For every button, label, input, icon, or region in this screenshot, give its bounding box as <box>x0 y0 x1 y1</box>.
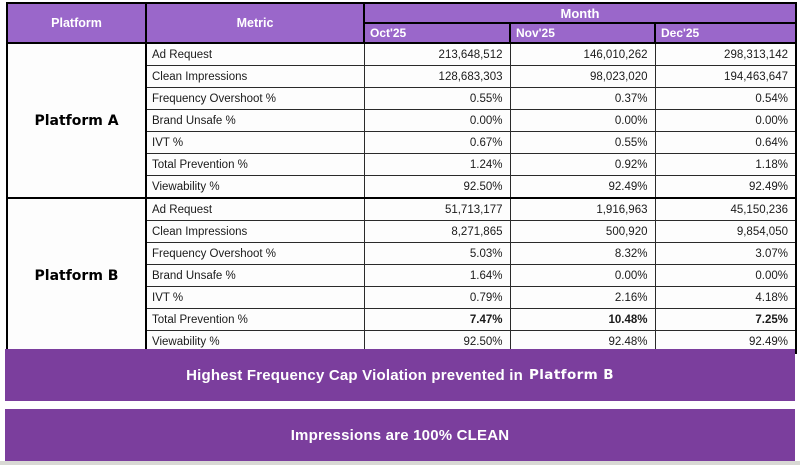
value-cell: 0.79% <box>363 286 511 309</box>
metric-cell: Viewability % <box>145 175 365 199</box>
value-cell: 45,150,236 <box>654 197 797 221</box>
value-cell: 1.18% <box>654 153 797 176</box>
value-cell: 0.55% <box>363 87 511 110</box>
value-cell: 146,010,262 <box>509 42 656 66</box>
value-cell: 500,920 <box>509 220 656 243</box>
value-cell: 2.16% <box>509 286 656 309</box>
value-cell: 1.64% <box>363 264 511 287</box>
value-cell: 0.67% <box>363 131 511 154</box>
table-row: Clean Impressions 8,271,865 500,920 9,85… <box>7 220 797 243</box>
metric-cell: Ad Request <box>145 42 365 66</box>
value-cell: 4.18% <box>654 286 797 309</box>
platform-b-label: Platform B <box>6 197 147 354</box>
metric-cell: Frequency Overshoot % <box>145 87 365 110</box>
value-cell: 92.50% <box>363 330 511 354</box>
value-cell: 9,854,050 <box>654 220 797 243</box>
header-row-months: Oct'25 Nov'25 Dec'25 <box>7 22 797 44</box>
value-cell: 0.64% <box>654 131 797 154</box>
table-row: Brand Unsafe % 1.64% 0.00% 0.00% <box>7 264 797 287</box>
metric-cell: Frequency Overshoot % <box>145 242 365 265</box>
table-row: Frequency Overshoot % 5.03% 8.32% 3.07% <box>7 242 797 265</box>
header-row-month-group: Platform Metric Month <box>6 2 797 44</box>
metric-cell: Brand Unsafe % <box>145 109 365 132</box>
month-group-header: Month <box>363 2 797 24</box>
table-row: IVT % 0.79% 2.16% 4.18% <box>7 286 797 309</box>
value-cell: 1.24% <box>363 153 511 176</box>
table-row: Viewability % 92.50% 92.48% 92.49% <box>7 330 797 354</box>
metric-cell: Clean Impressions <box>145 65 365 88</box>
metric-cell: Total Prevention % <box>145 308 365 331</box>
table-row: Total Prevention % 7.47% 10.48% 7.25% <box>7 308 797 331</box>
table-row: Platform B Ad Request 51,713,177 1,916,9… <box>6 197 797 354</box>
value-cell: 92.50% <box>363 175 511 199</box>
value-cell: 128,683,303 <box>363 65 511 88</box>
value-cell: 8,271,865 <box>363 220 511 243</box>
value-cell: 5.03% <box>363 242 511 265</box>
banner-frequency-cap-violation: Highest Frequency Cap Violation prevente… <box>5 349 795 401</box>
value-cell: 0.37% <box>509 87 656 110</box>
month-header-oct: Oct'25 <box>363 22 511 44</box>
banner-impressions-clean: Impressions are 100% CLEAN <box>5 409 795 461</box>
platform-column-header: Platform <box>6 2 147 44</box>
value-cell: 0.00% <box>509 264 656 287</box>
value-cell: 0.55% <box>509 131 656 154</box>
table-row: Clean Impressions 128,683,303 98,023,020… <box>7 65 797 88</box>
platform-a-label: Platform A <box>6 42 147 199</box>
table-row: Viewability % 92.50% 92.49% 92.49% <box>7 175 797 199</box>
value-cell: 0.00% <box>654 109 797 132</box>
value-cell: 92.49% <box>509 175 656 199</box>
month-header-nov: Nov'25 <box>509 22 656 44</box>
value-cell: 98,023,020 <box>509 65 656 88</box>
value-cell: 1,916,963 <box>509 197 656 221</box>
value-cell: 0.92% <box>509 153 656 176</box>
metric-cell: IVT % <box>145 286 365 309</box>
value-cell: 8.32% <box>509 242 656 265</box>
table-row: Total Prevention % 1.24% 0.92% 1.18% <box>7 153 797 176</box>
metrics-report-table: Platform Metric Month Oct'25 Nov'25 Dec'… <box>6 2 797 354</box>
table-row: Platform A Ad Request 213,648,512 146,01… <box>6 42 797 199</box>
value-cell: 194,463,647 <box>654 65 797 88</box>
metric-cell: Clean Impressions <box>145 220 365 243</box>
metric-column-header: Metric <box>145 2 365 44</box>
value-cell: 7.47% <box>363 308 511 331</box>
metric-cell: Ad Request <box>145 197 365 221</box>
value-cell: 3.07% <box>654 242 797 265</box>
table-row: Brand Unsafe % 0.00% 0.00% 0.00% <box>7 109 797 132</box>
value-cell: 51,713,177 <box>363 197 511 221</box>
metric-cell: Total Prevention % <box>145 153 365 176</box>
value-cell: 298,313,142 <box>654 42 797 66</box>
metric-cell: IVT % <box>145 131 365 154</box>
value-cell: 0.00% <box>363 109 511 132</box>
value-cell: 92.49% <box>654 175 797 199</box>
table-row: IVT % 0.67% 0.55% 0.64% <box>7 131 797 154</box>
value-cell: 0.00% <box>654 264 797 287</box>
value-cell: 7.25% <box>654 308 797 331</box>
value-cell: 0.54% <box>654 87 797 110</box>
banner-impressions-clean-text: Impressions are 100% CLEAN <box>290 426 510 444</box>
value-cell: 0.00% <box>509 109 656 132</box>
month-header-dec: Dec'25 <box>654 22 797 44</box>
value-cell: 10.48% <box>509 308 656 331</box>
bottom-edge-strip <box>0 461 800 465</box>
banner-frequency-cap-highlight: Platform B <box>528 367 614 383</box>
metric-cell: Brand Unsafe % <box>145 264 365 287</box>
banner-frequency-cap-text: Highest Frequency Cap Violation prevente… <box>186 366 523 384</box>
value-cell: 92.49% <box>654 330 797 354</box>
metric-cell: Viewability % <box>145 330 365 354</box>
value-cell: 213,648,512 <box>363 42 511 66</box>
